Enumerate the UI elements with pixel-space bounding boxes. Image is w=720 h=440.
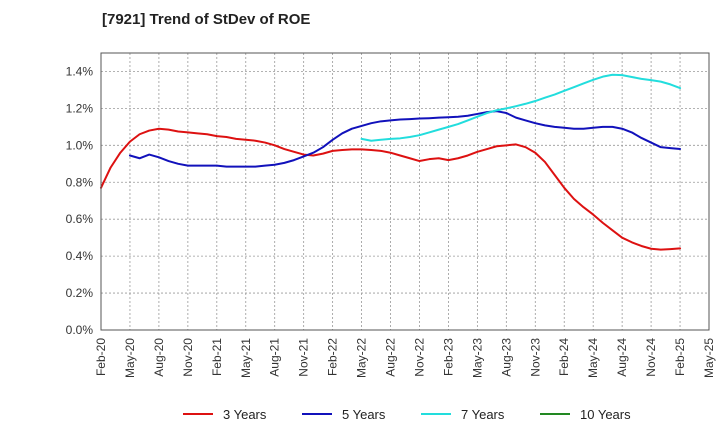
x-tick-label: May-24 [586,338,600,378]
y-tick-label: 1.4% [66,64,94,78]
x-tick-label: Aug-21 [268,338,282,377]
x-axis-ticks: Feb-20 May-20 Aug-20 Nov-20 Feb-21 May-21 Aug-… [94,338,716,378]
x-tick-label: May-22 [355,338,369,378]
x-tick-label: Feb-24 [557,338,571,376]
y-tick-label: 0.2% [66,286,94,300]
x-tick-label: Aug-20 [152,338,166,377]
x-tick-label: Nov-23 [528,338,542,377]
y-tick-label: 0.6% [66,212,94,226]
x-tick-label: Aug-23 [499,338,513,377]
x-tick-label: Aug-24 [615,338,629,377]
legend-label-5-years: 5 Years [342,407,386,422]
y-tick-label: 0.0% [66,323,94,337]
plot-frame [100,52,710,331]
x-tick-label: Feb-20 [94,338,108,376]
chart-title: [7921] Trend of StDev of ROE [102,11,311,28]
legend-label-10-years: 10 Years [580,407,631,422]
x-tick-label: Feb-25 [673,338,687,376]
x-tick-label: Feb-22 [326,338,340,376]
series-lines [100,73,682,251]
series-line-7-years [360,73,682,142]
x-tick-label: Aug-22 [384,338,398,377]
x-tick-label: May-20 [123,338,137,378]
x-tick-label: Nov-20 [181,338,195,377]
series-line-3-years [100,127,682,251]
y-tick-label: 1.0% [66,138,94,152]
grid [101,53,709,330]
x-tick-label: May-25 [702,338,716,378]
x-tick-label: Nov-21 [297,338,311,377]
series-line-5-years [128,110,682,168]
y-tick-label: 0.8% [66,175,94,189]
y-tick-label: 1.2% [66,101,94,115]
x-tick-label: Nov-22 [412,338,426,377]
y-tick-label: 0.4% [66,249,94,263]
legend-label-3-years: 3 Years [223,407,267,422]
y-axis-ticks: 0.0% 0.2% 0.4% 0.6% 0.8% 1.0% 1.2% 1.4% [66,64,94,337]
x-tick-label: Nov-24 [644,338,658,377]
plot-area-border [100,52,710,331]
legend: 3 Years 5 Years 7 Years 10 Years [183,407,631,422]
legend-label-7-years: 7 Years [461,407,505,422]
x-tick-label: Feb-23 [441,338,455,376]
x-tick-label: May-21 [239,338,253,378]
x-tick-label: May-23 [470,338,484,378]
x-tick-label: Feb-21 [210,338,224,376]
